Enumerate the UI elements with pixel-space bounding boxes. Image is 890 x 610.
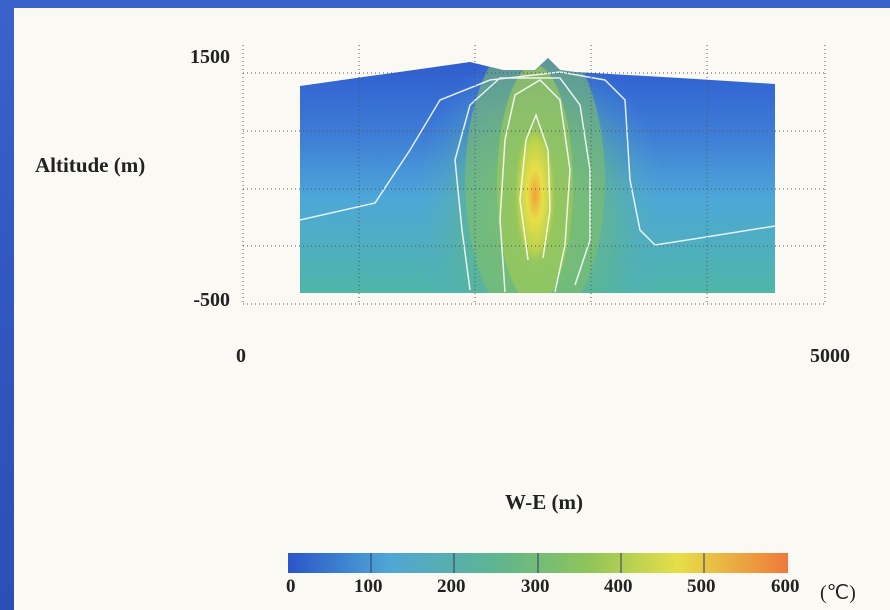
isotherm-400 xyxy=(519,112,551,261)
y-tick-label: 1500 xyxy=(190,46,230,68)
isotherms xyxy=(299,71,776,293)
y-tick-label: -500 xyxy=(193,289,230,311)
colorbar-tick-label: 300 xyxy=(521,576,550,597)
plot-area xyxy=(242,45,826,305)
colorbar-unit: (℃) xyxy=(820,582,856,604)
y-axis-label: Altitude (m) xyxy=(35,153,146,177)
grid xyxy=(242,45,826,305)
x-tick-label: 5000 xyxy=(810,345,850,367)
isotherm-300 xyxy=(499,79,571,293)
colorbar-tick-label: 600 xyxy=(771,576,800,597)
colorbar xyxy=(288,553,788,573)
x-axis-label: W-E (m) xyxy=(505,490,583,514)
x-tick-label: 0 xyxy=(236,345,246,367)
isotherm-200 xyxy=(454,77,591,291)
hot-core xyxy=(513,120,557,270)
colorbar-tick-label: 100 xyxy=(354,576,383,597)
isotherm-100 xyxy=(299,71,776,246)
colorbar-tick-label: 200 xyxy=(437,576,466,597)
colorbar-tick-label: 400 xyxy=(604,576,633,597)
colorbar-ticks xyxy=(370,553,705,573)
colorbar-tick-label: 0 xyxy=(286,576,296,597)
colorbar-tick-label: 500 xyxy=(687,576,716,597)
